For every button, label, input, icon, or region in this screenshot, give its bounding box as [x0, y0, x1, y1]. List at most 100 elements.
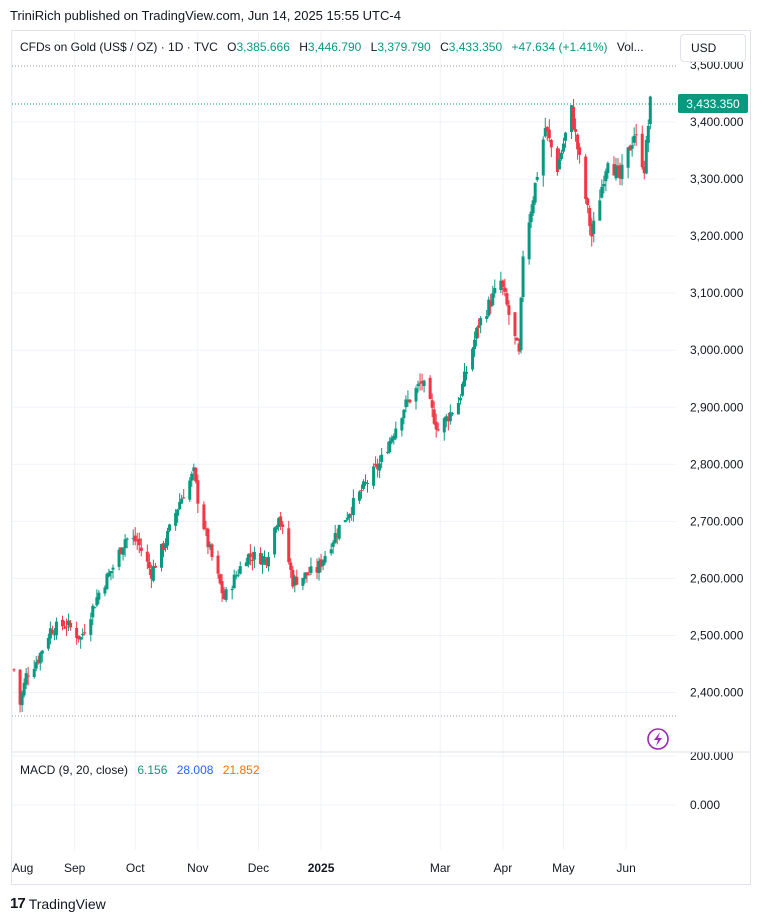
candle-up [448, 412, 452, 422]
low-label: L [370, 40, 378, 54]
candle-down [315, 567, 319, 573]
candle-up [323, 555, 327, 563]
candle-up [386, 451, 390, 454]
candle-up [563, 132, 567, 141]
price-tick-label: 2,500.000 [690, 628, 744, 642]
candle-up [67, 620, 71, 626]
candle-up [317, 560, 321, 573]
candle-up [91, 605, 95, 618]
candle-down [418, 382, 422, 384]
candle-down [305, 572, 309, 576]
candle-down [574, 129, 578, 132]
candle-up [529, 211, 533, 223]
candle-up [345, 517, 349, 520]
candle-up [606, 163, 610, 173]
candle-down [26, 675, 30, 677]
lightning-icon[interactable] [647, 728, 669, 750]
candle-down [61, 619, 64, 627]
macd-tick-label: 200.000 [690, 749, 734, 763]
macd-signal-value: 21.852 [222, 763, 260, 777]
candle-up [22, 682, 26, 696]
candle-down [119, 547, 123, 554]
candle-up [444, 416, 448, 422]
candle-up [372, 466, 376, 486]
candle-up [121, 547, 125, 555]
candles [12, 95, 652, 713]
price-tick-label: 3,100.000 [690, 286, 744, 300]
candle-down [65, 626, 69, 628]
tradingview-logo-icon: 17 [10, 895, 26, 912]
candle-down [616, 166, 620, 168]
candle-down [513, 312, 517, 336]
price-tick-label: 2,800.000 [690, 457, 744, 471]
candle-down [281, 524, 285, 527]
candle-up [246, 554, 250, 565]
currency-button[interactable]: USD [680, 34, 746, 62]
candle-up [499, 280, 503, 290]
candle-down [578, 147, 582, 155]
time-tick-label: Mar [430, 861, 451, 875]
candle-down [204, 528, 208, 530]
candle-up [600, 186, 604, 198]
symbol-name[interactable]: CFDs on Gold (US$ / OZ) · 1D · TVC [20, 40, 218, 54]
macd-histogram-value: 6.156 [137, 763, 168, 777]
candle-down [287, 528, 291, 563]
candle-down [515, 337, 519, 341]
time-tick-label: 2025 [308, 861, 335, 875]
volume-label[interactable]: Vol... [616, 40, 644, 54]
candle-up [111, 567, 115, 570]
time-tick-label: Dec [248, 861, 269, 875]
candle-down [545, 126, 549, 131]
time-tick-label: May [552, 861, 575, 875]
candle-up [174, 513, 178, 526]
candle-up [602, 184, 606, 187]
open-label: O [227, 40, 237, 54]
last-price-badge-text: 3,433.350 [686, 97, 740, 111]
candle-up [168, 524, 172, 531]
candle-down [549, 139, 553, 148]
candle-up [366, 482, 370, 484]
candle-down [517, 343, 521, 352]
candle-up [491, 293, 495, 306]
candle-down [133, 535, 137, 542]
price-tick-label: 3,400.000 [690, 115, 744, 129]
candle-down [12, 669, 16, 671]
time-tick-label: Aug [12, 861, 33, 875]
candle-up [260, 556, 264, 565]
candle-up [164, 543, 168, 548]
candle-up [416, 384, 420, 386]
candle-up [275, 526, 279, 530]
candle-up [309, 566, 313, 573]
candle-down [258, 553, 262, 565]
candle-down [547, 129, 551, 139]
candle-down [374, 463, 378, 466]
candle-up [626, 147, 630, 168]
candle-up [620, 164, 624, 179]
candle-up [519, 297, 523, 351]
candle-down [218, 574, 222, 584]
candle-up [351, 497, 355, 516]
candle-up [79, 637, 83, 640]
candle-down [432, 409, 436, 424]
candle-down [618, 165, 622, 179]
candle-down [69, 622, 73, 628]
candle-down [572, 106, 576, 130]
candle-up [190, 473, 194, 481]
symbol-legend: CFDs on Gold (US$ / OZ) · 1D · TVC O3,38… [20, 40, 644, 54]
candle-up [390, 437, 394, 443]
change-value: +47.634 (+1.41%) [511, 40, 608, 54]
candle-down [628, 145, 632, 151]
macd-label[interactable]: MACD (9, 20, close) [20, 763, 129, 777]
candle-up [458, 397, 462, 401]
candle-up [378, 463, 382, 471]
macd-axis: 200.000 0.000 [690, 749, 734, 812]
candle-down [576, 134, 580, 150]
candle-up [343, 520, 347, 523]
candle-up [252, 551, 256, 560]
time-tick-label: Jun [616, 861, 635, 875]
price-tick-label: 2,900.000 [690, 400, 744, 414]
price-tick-label: 2,600.000 [690, 571, 744, 585]
candle-up [543, 128, 547, 137]
candle-up [131, 538, 135, 540]
